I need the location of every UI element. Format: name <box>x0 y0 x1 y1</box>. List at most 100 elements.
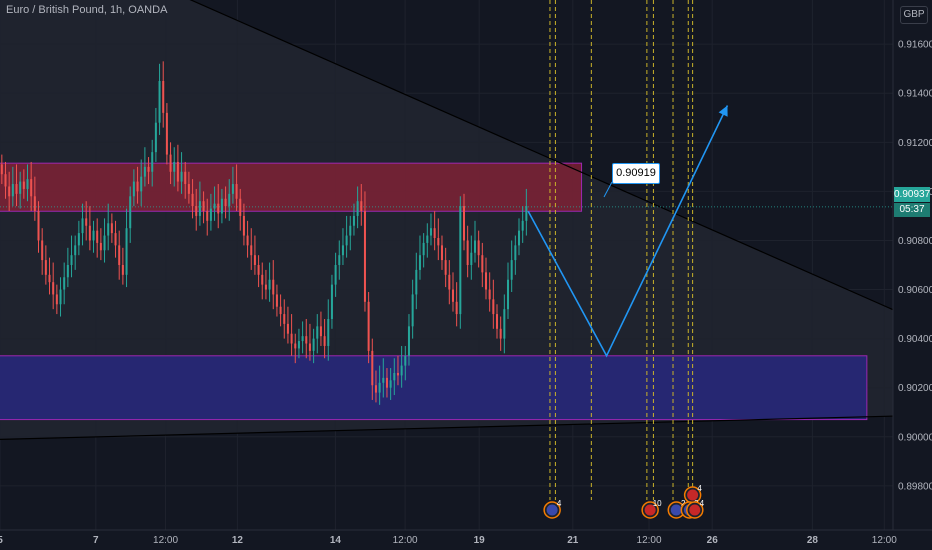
candle <box>385 368 388 398</box>
candle-body <box>356 201 359 216</box>
candle-body <box>26 179 29 189</box>
candle <box>151 139 154 187</box>
candle-body <box>481 255 484 273</box>
candle <box>506 262 510 319</box>
time-axis-panel <box>0 530 932 550</box>
candle <box>239 188 242 231</box>
marker-count: 4 <box>700 499 705 508</box>
candle-body <box>517 230 521 246</box>
candle <box>360 184 363 226</box>
candle-body <box>330 284 333 319</box>
price-tick-label: 0.89800 <box>898 481 932 492</box>
candle <box>114 220 117 258</box>
time-tick-label: 12:00 <box>872 535 897 546</box>
candle <box>459 196 462 329</box>
time-tick-label: 12 <box>232 535 244 546</box>
candle <box>48 257 51 295</box>
candle <box>510 240 513 292</box>
candle <box>477 230 480 268</box>
candle <box>15 164 18 207</box>
candle <box>250 228 253 270</box>
candle <box>228 179 231 221</box>
candle <box>517 218 521 256</box>
bar-countdown-label: 05:37 <box>894 203 930 217</box>
candle <box>147 157 150 185</box>
candle <box>217 184 220 229</box>
event-marker-icon[interactable]: 10 <box>641 499 662 519</box>
candle-body <box>114 233 117 246</box>
candle <box>411 279 414 339</box>
candle <box>176 144 179 192</box>
candle <box>173 147 176 187</box>
candle-body <box>382 377 385 383</box>
candle-body <box>400 365 403 376</box>
candle-body <box>165 112 168 155</box>
candle-body <box>319 326 322 337</box>
candle <box>268 262 271 302</box>
event-marker-icon[interactable]: 4 <box>543 499 562 519</box>
time-tick-label: 12:00 <box>637 535 662 546</box>
event-marker-icon[interactable]: 4 <box>683 484 703 504</box>
candle-body <box>187 184 190 194</box>
candle <box>70 235 73 278</box>
candle <box>257 255 260 288</box>
candle <box>444 247 447 288</box>
candle <box>286 306 289 344</box>
candle-body <box>378 382 381 393</box>
candle-body <box>345 235 348 246</box>
candle-body <box>81 218 84 234</box>
marker-flag <box>644 504 656 516</box>
candle <box>224 186 227 219</box>
event-marker-icon[interactable]: 4 <box>686 499 705 519</box>
candle <box>187 171 190 204</box>
candle <box>382 358 385 398</box>
candle-body <box>242 215 245 236</box>
candle <box>253 235 256 275</box>
candle <box>433 211 436 251</box>
candle <box>107 203 110 251</box>
time-tick-label: 12:00 <box>153 535 178 546</box>
candle <box>495 304 499 339</box>
candle <box>426 223 429 258</box>
candle-body <box>176 161 179 182</box>
wedge-area <box>0 0 932 440</box>
marker-count: 10 <box>653 499 662 508</box>
candle-body <box>41 240 44 261</box>
current-price-label: 0.90937 <box>894 187 931 202</box>
price-tick-label: 0.90000 <box>898 432 932 443</box>
candle <box>30 161 33 212</box>
candle <box>422 233 425 268</box>
candle-body <box>44 260 47 275</box>
marker-flag <box>689 504 701 516</box>
candle <box>466 225 469 278</box>
candle-body <box>107 223 110 236</box>
candle <box>154 107 157 162</box>
candle-body <box>169 154 172 172</box>
candle <box>356 186 359 229</box>
candle-body <box>209 208 212 221</box>
candle <box>312 328 315 364</box>
candle <box>92 220 95 253</box>
event-markers[interactable]: 4102434 <box>543 484 705 519</box>
candle-body <box>184 171 187 185</box>
price-callout[interactable]: 0.90919 <box>612 163 660 184</box>
candle <box>22 169 25 199</box>
candle-body <box>371 350 374 386</box>
candle <box>415 252 418 310</box>
candle-body <box>334 265 337 285</box>
candle <box>235 164 238 212</box>
candle-body <box>239 198 242 216</box>
candle <box>470 235 473 280</box>
candle-body <box>338 255 341 265</box>
candle-body <box>180 171 183 182</box>
candle-body <box>15 184 18 194</box>
candle-body <box>140 176 143 192</box>
candle-body <box>407 326 410 356</box>
currency-button[interactable]: GBP <box>900 6 928 24</box>
candle <box>503 294 506 354</box>
candle <box>264 269 267 300</box>
candle-body <box>492 299 495 315</box>
candle-body <box>301 336 304 342</box>
candle <box>180 152 183 194</box>
